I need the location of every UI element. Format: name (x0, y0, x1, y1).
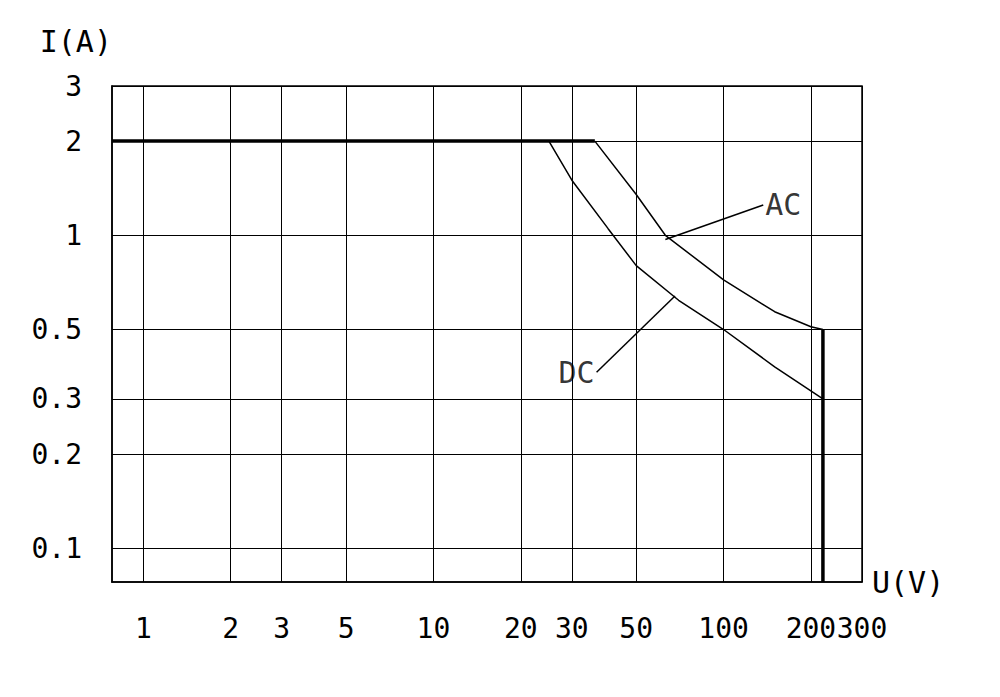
svg-text:U(V): U(V) (872, 565, 944, 600)
svg-text:0.1: 0.1 (31, 532, 82, 565)
svg-text:0.5: 0.5 (31, 313, 82, 346)
svg-text:1: 1 (135, 612, 152, 645)
svg-text:10: 10 (417, 612, 451, 645)
svg-text:1: 1 (65, 219, 82, 252)
svg-text:I(A): I(A) (40, 24, 112, 59)
svg-text:2: 2 (222, 612, 239, 645)
svg-text:30: 30 (555, 612, 589, 645)
svg-text:20: 20 (504, 612, 538, 645)
svg-text:2: 2 (65, 125, 82, 158)
svg-text:300: 300 (837, 612, 888, 645)
svg-text:0.3: 0.3 (31, 382, 82, 415)
svg-text:5: 5 (338, 612, 355, 645)
svg-text:200: 200 (786, 612, 837, 645)
svg-text:100: 100 (698, 612, 749, 645)
svg-text:50: 50 (619, 612, 653, 645)
svg-text:3: 3 (273, 612, 290, 645)
svg-text:DC: DC (558, 355, 594, 390)
svg-text:3: 3 (65, 70, 82, 103)
svg-text:0.2: 0.2 (31, 438, 82, 471)
svg-text:AC: AC (765, 187, 801, 222)
